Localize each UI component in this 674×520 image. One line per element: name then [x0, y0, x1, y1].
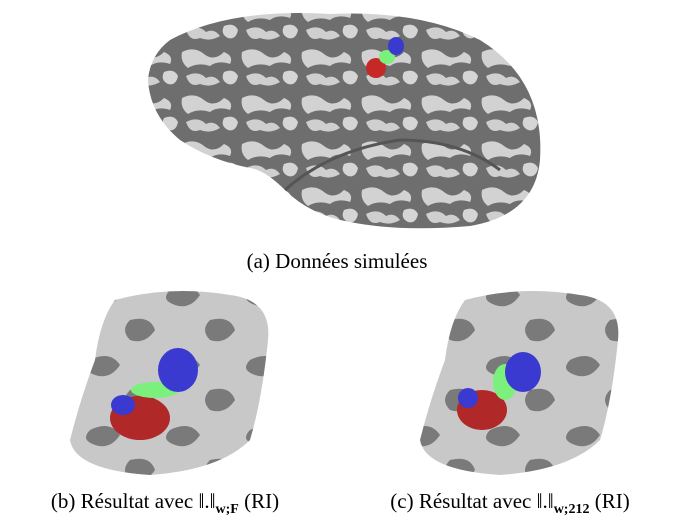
caption-label: (c): [390, 489, 413, 513]
caption-suffix: (RI): [595, 489, 630, 513]
caption-text: Résultat avec ‖.‖: [81, 489, 216, 513]
brain-surface: [148, 13, 540, 228]
caption-text: Données simulées: [275, 249, 427, 273]
caption-a: (a) Données simulées: [247, 249, 428, 273]
caption-subscript: w;F: [216, 502, 239, 517]
caption-label: (b): [51, 489, 76, 513]
caption-subscript: w;212: [554, 502, 590, 517]
caption-suffix: (RI): [244, 489, 279, 513]
caption-text: Résultat avec ‖.‖: [419, 489, 554, 513]
figure: (a) Données simulées (b) Résultat avec ‖…: [0, 0, 674, 520]
caption-b: (b) Résultat avec ‖.‖w;F (RI): [51, 489, 279, 517]
caption-label: (a): [247, 249, 270, 273]
patch-c: [420, 291, 618, 475]
caption-c: (c) Résultat avec ‖.‖w;212 (RI): [390, 489, 629, 517]
patch-b: [70, 291, 268, 475]
